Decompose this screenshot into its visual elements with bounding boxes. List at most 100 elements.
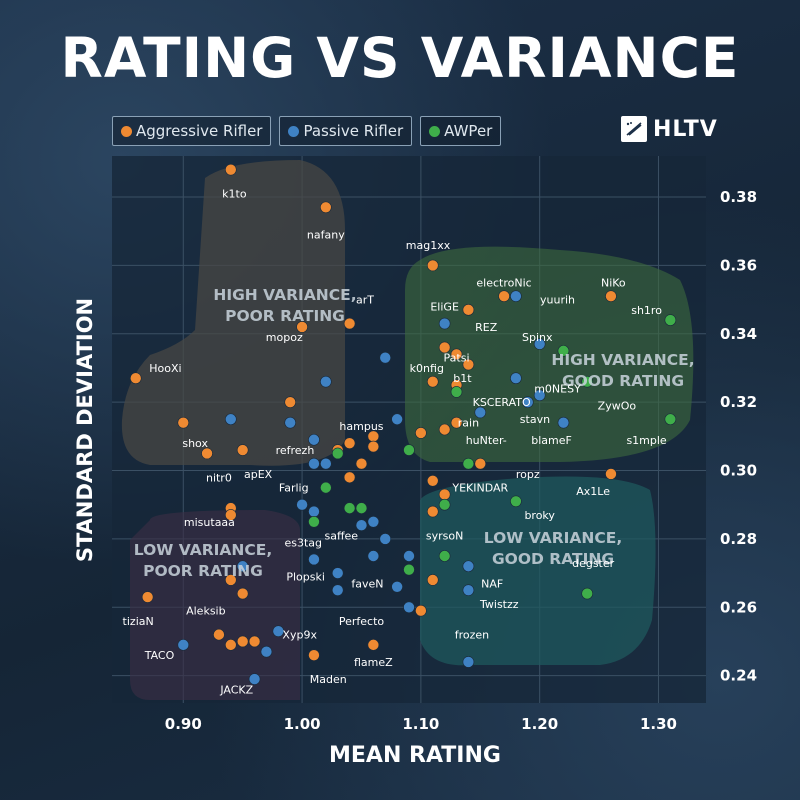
player-label: EliGE [430, 300, 459, 313]
aggressive-rifler-point [474, 457, 487, 470]
awper-point [403, 444, 415, 456]
player-label: refrezh [276, 444, 315, 457]
player-label: sh1ro [631, 304, 662, 317]
passive-rifler-point [225, 413, 237, 426]
region-high-variance-poor-rating-label: POOR RATING [225, 307, 345, 325]
passive-rifler-point [272, 625, 285, 638]
player-label: m0NESY [534, 382, 581, 395]
player-label: Patsi [444, 352, 470, 365]
aggressive-rifler-point [426, 259, 439, 272]
region-low-variance-poor-rating-label: LOW VARIANCE, [134, 541, 272, 559]
aggressive-rifler-point [236, 587, 249, 600]
passive-rifler-point [320, 375, 332, 388]
aggressive-rifler-point [236, 444, 249, 456]
player-label: broky [524, 509, 555, 522]
y-axis-label: STANDARD DEVIATION [73, 297, 97, 563]
passive-rifler-point [403, 550, 415, 562]
player-label: stavn [520, 413, 550, 426]
aggressive-rifler-point [225, 574, 237, 586]
legend-marker-aggressive [121, 125, 132, 137]
region-high-variance-good-rating-label: GOOD RATING [562, 372, 684, 390]
aggressive-rifler-point [355, 457, 368, 470]
player-label: TACO [144, 649, 175, 662]
x-tick-label: 1.00 [284, 715, 321, 733]
passive-rifler-point [462, 584, 475, 596]
y-tick-label: 0.24 [720, 667, 757, 685]
aggressive-rifler-point [129, 372, 142, 385]
aggressive-rifler-point [225, 509, 237, 521]
y-tick-label: 0.26 [720, 598, 757, 616]
awper-point [438, 550, 451, 562]
passive-rifler-point [391, 413, 403, 426]
aggressive-rifler-point [450, 348, 463, 361]
player-label: Xyp9x [282, 629, 317, 642]
passive-rifler-point [510, 372, 522, 385]
awper-point [308, 516, 320, 528]
player-label: b1t [453, 372, 472, 385]
passive-rifler-point [248, 673, 261, 685]
passive-rifler-point [438, 317, 451, 330]
aggressive-rifler-point [438, 423, 451, 436]
player-label: shox [182, 437, 208, 450]
passive-rifler-point [367, 550, 380, 562]
awper-point [664, 413, 677, 426]
player-label: KSCERATO [473, 396, 531, 409]
aggressive-rifler-point [320, 201, 332, 214]
player-label: faveN [351, 577, 383, 590]
legend-label-awper: AWPer [444, 122, 493, 140]
legend-marker-passive [288, 125, 300, 137]
aggressive-rifler-point [141, 591, 154, 603]
brand-name: HLTV [653, 116, 718, 142]
x-axis-label: MEAN RATING [329, 743, 501, 768]
player-label: JACKZ [219, 683, 253, 696]
region-low-variance-good-rating-label: LOW VARIANCE, [484, 529, 622, 547]
passive-rifler-point [474, 406, 487, 419]
player-label: huNter- [466, 434, 507, 447]
aggressive-rifler-point [225, 163, 237, 176]
player-label: Ax1Le [576, 485, 610, 498]
awper-point [557, 345, 570, 357]
y-tick-label: 0.28 [720, 530, 757, 548]
aggressive-rifler-point [426, 375, 439, 388]
awper-point [320, 481, 332, 494]
passive-rifler-point [391, 580, 403, 593]
region-low-variance-poor-rating [130, 510, 300, 700]
player-label: s1mple [626, 434, 666, 447]
y-tick-label: 0.36 [720, 256, 757, 274]
passive-rifler-point [379, 351, 392, 364]
player-label: saffee [324, 529, 358, 542]
passive-rifler-point [521, 396, 534, 408]
passive-rifler-point [367, 516, 380, 528]
player-label: frozen [455, 629, 489, 642]
player-label: Spinx [522, 331, 553, 344]
chart-legend: Aggressive Rifler Passive Rifler AWPer [112, 116, 502, 146]
awper-point [462, 457, 475, 470]
awper-point [664, 314, 677, 326]
aggressive-rifler-point [415, 604, 427, 617]
aggressive-rifler-point [462, 304, 475, 316]
player-label: REZ [475, 321, 498, 334]
passive-rifler-point [308, 457, 320, 470]
x-tick-label: 1.30 [640, 715, 677, 733]
aggressive-rifler-point [225, 639, 237, 651]
passive-rifler-point [260, 645, 273, 658]
aggressive-rifler-point [177, 416, 190, 429]
hltv-logo: HLTV [621, 116, 718, 142]
aggressive-rifler-point [213, 628, 225, 641]
x-tick-label: 0.90 [165, 715, 202, 733]
passive-rifler-point [308, 505, 320, 518]
region-high-variance-poor-rating-label: HIGH VARIANCE, [213, 286, 356, 304]
player-label: rain [458, 417, 479, 430]
x-tick-label: 1.20 [521, 715, 558, 733]
passive-rifler-point [284, 416, 297, 429]
aggressive-rifler-point [367, 440, 380, 453]
legend-awper: AWPer [420, 116, 502, 146]
passive-rifler-point [462, 656, 475, 668]
aggressive-rifler-point [438, 341, 451, 354]
player-label: Farlig [279, 482, 309, 495]
aggressive-rifler-point [343, 317, 356, 330]
aggressive-rifler-point [201, 447, 213, 460]
player-label: arT [356, 294, 374, 307]
passive-rifler-point [403, 601, 415, 614]
player-label: nafany [307, 229, 345, 242]
